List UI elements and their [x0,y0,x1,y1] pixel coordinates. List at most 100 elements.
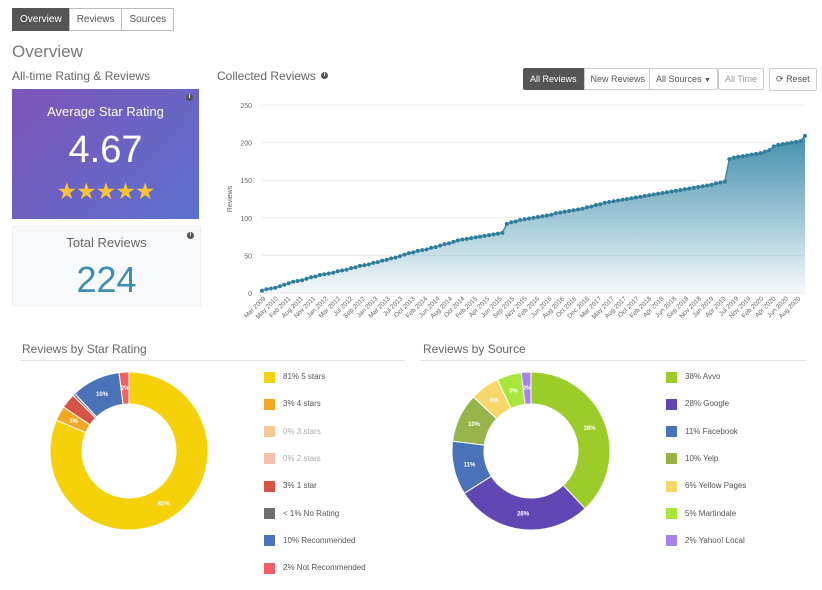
data-point[interactable] [371,260,376,265]
tab-sources[interactable]: Sources [121,8,175,31]
data-point[interactable] [638,194,643,199]
donut-slice[interactable] [530,371,611,510]
data-point[interactable] [602,200,607,205]
data-point[interactable] [451,239,456,244]
data-point[interactable] [651,192,656,197]
data-point[interactable] [647,193,652,198]
tab-overview[interactable]: Overview [12,8,70,31]
data-point[interactable] [709,182,714,187]
data-point[interactable] [304,276,309,281]
data-point[interactable] [629,196,634,201]
data-point[interactable] [464,236,469,241]
data-point[interactable] [486,233,491,238]
data-point[interactable] [277,284,282,289]
data-point[interactable] [593,203,598,208]
data-point[interactable] [500,230,505,235]
data-point[interactable] [326,271,331,276]
data-point[interactable] [478,234,483,239]
legend-item[interactable]: < 1% No Rating [264,508,339,520]
data-point[interactable] [455,238,460,243]
data-point[interactable] [722,179,727,184]
data-point[interactable] [291,279,296,284]
data-point[interactable] [313,274,318,279]
all-reviews-button[interactable]: All Reviews [523,68,584,90]
data-point[interactable] [558,210,563,215]
data-point[interactable] [549,212,554,217]
data-point[interactable] [794,139,799,144]
data-point[interactable] [509,220,514,225]
data-point[interactable] [669,189,674,194]
data-point[interactable] [642,193,647,198]
data-point[interactable] [607,200,612,205]
data-point[interactable] [433,245,438,250]
legend-item[interactable]: 3% 1 star [264,480,317,492]
data-point[interactable] [540,214,545,219]
data-point[interactable] [420,248,425,253]
reset-button[interactable]: ⟳ Reset [769,68,817,91]
data-point[interactable] [295,278,300,283]
data-point[interactable] [286,281,291,286]
legend-item[interactable]: 6% Yellow Pages [666,480,746,492]
data-point[interactable] [771,144,776,149]
data-point[interactable] [700,184,705,189]
data-point[interactable] [660,190,665,195]
data-point[interactable] [776,142,781,147]
data-point[interactable] [589,204,594,209]
data-point[interactable] [749,152,754,157]
data-point[interactable] [402,252,407,257]
data-point[interactable] [696,184,701,189]
data-point[interactable] [687,186,692,191]
legend-item[interactable]: 10% Recommended [264,535,355,547]
data-point[interactable] [611,199,616,204]
data-point[interactable] [522,217,527,222]
data-point[interactable] [754,151,759,156]
data-point[interactable] [624,197,629,201]
data-point[interactable] [562,209,567,214]
data-point[interactable] [745,153,750,158]
data-point[interactable] [762,149,767,154]
data-point[interactable] [656,191,661,196]
data-point[interactable] [340,268,345,273]
data-point[interactable] [473,235,478,240]
donut-slice[interactable] [49,371,209,531]
data-point[interactable] [584,205,589,210]
data-point[interactable] [780,142,785,147]
data-point[interactable] [620,197,625,202]
data-point[interactable] [335,269,340,274]
data-point[interactable] [273,285,278,290]
data-point[interactable] [446,241,451,246]
data-point[interactable] [798,139,803,144]
data-point[interactable] [264,287,269,292]
data-point[interactable] [260,288,264,293]
data-point[interactable] [673,188,678,193]
data-point[interactable] [460,237,465,242]
data-point[interactable] [406,251,411,256]
data-point[interactable] [317,272,322,277]
data-point[interactable] [344,267,349,272]
donut-slice[interactable] [520,371,532,405]
data-point[interactable] [758,151,763,156]
legend-item[interactable]: 0% 2 stars [264,453,321,465]
data-point[interactable] [531,215,536,220]
data-point[interactable] [785,141,790,146]
data-point[interactable] [442,242,447,247]
data-point[interactable] [705,183,710,188]
data-point[interactable] [691,185,696,190]
data-point[interactable] [571,208,576,213]
data-point[interactable] [397,254,402,259]
data-point[interactable] [282,282,287,287]
data-point[interactable] [353,265,358,270]
data-point[interactable] [736,154,741,159]
data-point[interactable] [331,270,336,275]
data-point[interactable] [803,133,807,138]
data-point[interactable] [349,266,354,271]
data-point[interactable] [429,245,434,250]
legend-item[interactable]: 2% Yahoo! Local [666,535,745,547]
legend-item[interactable]: 2% Not Recommended [264,562,366,574]
all-sources-dropdown[interactable]: All Sources ▼ [649,68,718,90]
data-point[interactable] [576,207,581,212]
data-point[interactable] [415,248,420,253]
data-point[interactable] [384,257,389,262]
data-point[interactable] [393,255,398,260]
data-point[interactable] [731,155,736,160]
